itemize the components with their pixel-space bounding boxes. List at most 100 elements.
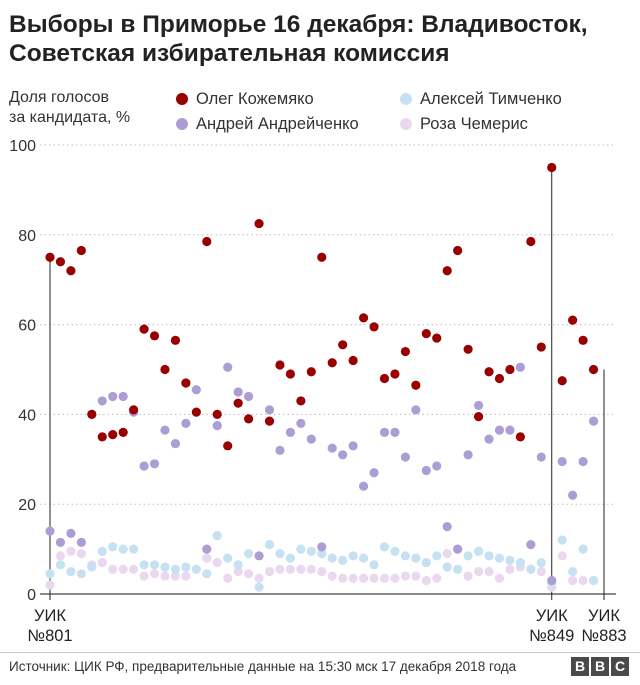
data-point-chemeris: [264, 566, 275, 577]
data-point-andreychenko: [526, 540, 536, 550]
data-point-kozhemyako: [160, 364, 170, 375]
data-point-andreychenko: [244, 391, 254, 402]
data-point-kozhemyako: [317, 252, 327, 262]
data-point-timchenko: [223, 553, 233, 563]
data-point-kozhemyako: [411, 380, 421, 390]
data-point-andreychenko: [76, 537, 86, 547]
data-point-kozhemyako: [442, 266, 452, 276]
data-point-timchenko: [233, 560, 243, 570]
data-point-kozhemyako: [181, 378, 191, 388]
bbc-logo-block-1: B: [571, 657, 589, 676]
y-tick-label: 80: [18, 228, 36, 245]
data-point-timchenko: [369, 560, 379, 570]
data-point-kozhemyako: [97, 432, 107, 442]
data-point-chemeris: [494, 573, 505, 583]
data-point-timchenko: [160, 562, 170, 572]
data-point-kozhemyako: [453, 245, 463, 256]
data-point-chemeris: [202, 553, 212, 563]
legend-marker-kozhemyako: [176, 93, 188, 105]
data-point-chemeris: [275, 564, 285, 574]
data-point-timchenko: [149, 560, 160, 570]
data-point-kozhemyako: [149, 331, 160, 341]
data-point-kozhemyako: [557, 376, 567, 386]
y-axis-label-line-2: за кандидата, %: [9, 109, 131, 126]
data-point-chemeris: [369, 573, 379, 583]
data-point-timchenko: [108, 542, 118, 552]
chart-title-line-2: Советская избирательная комиссия: [9, 40, 450, 67]
data-point-kozhemyako: [473, 412, 484, 422]
data-point-chemeris: [327, 571, 337, 581]
data-point-timchenko: [442, 562, 452, 572]
data-point-timchenko: [379, 542, 390, 552]
data-point-chemeris: [254, 573, 264, 583]
data-point-timchenko: [55, 560, 66, 570]
data-point-timchenko: [515, 557, 525, 568]
data-point-andreychenko: [536, 452, 546, 462]
data-point-kozhemyako: [547, 162, 557, 173]
data-point-timchenko: [358, 553, 369, 563]
data-point-kozhemyako: [327, 358, 337, 368]
data-point-chemeris: [108, 564, 118, 574]
data-point-kozhemyako: [139, 324, 149, 334]
data-point-timchenko: [568, 566, 578, 577]
data-point-chemeris: [296, 564, 306, 574]
data-point-andreychenko: [494, 425, 505, 435]
data-point-andreychenko: [264, 405, 275, 415]
y-axis-label: Доля голосов за кандидата, %: [9, 88, 130, 128]
data-point-chemeris: [557, 551, 567, 561]
data-point-timchenko: [421, 557, 431, 568]
data-point-kozhemyako: [45, 252, 55, 262]
data-point-chemeris: [442, 548, 452, 559]
data-point-timchenko: [317, 548, 327, 559]
data-point-kozhemyako: [390, 369, 400, 379]
data-point-timchenko: [181, 562, 191, 572]
data-point-andreychenko: [453, 544, 463, 554]
data-point-chemeris: [97, 557, 107, 568]
data-point-kozhemyako: [118, 427, 128, 437]
data-point-timchenko: [87, 562, 97, 572]
data-point-kozhemyako: [108, 430, 118, 440]
data-point-kozhemyako: [358, 313, 369, 323]
data-point-kozhemyako: [212, 409, 222, 419]
data-point-kozhemyako: [170, 335, 181, 345]
data-point-chemeris: [400, 571, 410, 581]
data-point-andreychenko: [212, 421, 222, 431]
data-point-andreychenko: [400, 452, 410, 462]
data-point-kozhemyako: [76, 245, 86, 256]
data-point-chemeris: [421, 575, 431, 586]
data-point-timchenko: [494, 553, 505, 563]
data-point-timchenko: [244, 548, 254, 559]
data-point-timchenko: [264, 540, 275, 550]
data-point-andreychenko: [149, 459, 160, 469]
data-point-kozhemyako: [568, 315, 578, 325]
data-point-chemeris: [139, 571, 149, 581]
data-point-kozhemyako: [285, 369, 296, 379]
data-point-kozhemyako: [296, 396, 306, 406]
footer-divider: [0, 652, 640, 653]
data-point-andreychenko: [223, 362, 233, 372]
data-point-andreychenko: [557, 456, 567, 467]
data-point-andreychenko: [55, 537, 66, 547]
data-point-kozhemyako: [338, 340, 348, 350]
data-point-chemeris: [536, 566, 546, 577]
data-point-kozhemyako: [515, 432, 525, 442]
data-point-andreychenko: [348, 441, 358, 451]
data-point-kozhemyako: [536, 342, 546, 352]
data-point-chemeris: [379, 573, 390, 583]
data-point-chemeris: [568, 575, 578, 586]
data-point-chemeris: [223, 573, 233, 583]
data-point-andreychenko: [379, 427, 390, 437]
legend-marker-andreychenko: [176, 118, 188, 130]
data-point-chemeris: [463, 571, 473, 581]
data-point-timchenko: [484, 551, 494, 561]
data-point-timchenko: [118, 544, 128, 554]
data-point-timchenko: [463, 551, 473, 561]
data-point-chemeris: [484, 566, 494, 577]
data-point-andreychenko: [160, 425, 170, 435]
data-point-andreychenko: [108, 391, 118, 402]
data-point-andreychenko: [327, 443, 337, 453]
data-point-timchenko: [578, 544, 588, 554]
data-point-andreychenko: [432, 461, 442, 471]
data-point-andreychenko: [118, 391, 128, 402]
data-point-kozhemyako: [66, 266, 76, 276]
